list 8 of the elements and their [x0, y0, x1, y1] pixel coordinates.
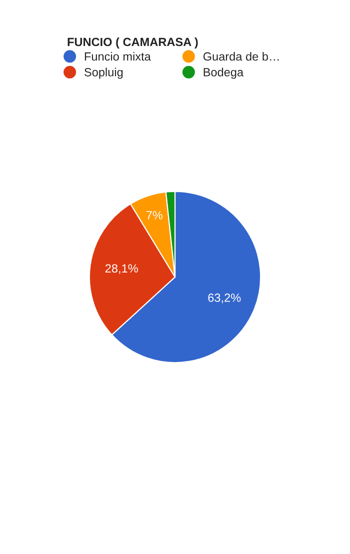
chart-title: FUNCIO ( CAMARASA ): [68, 38, 198, 48]
legend-label: Bodega: [204, 68, 244, 79]
data-label: 28,1%: [105, 264, 138, 274]
legend-label: Sopluig: [84, 68, 123, 79]
data-label: 63,2%: [208, 294, 241, 304]
data-label: 7%: [146, 211, 163, 220]
legend-label: Funcio mixta: [84, 52, 151, 61]
legend-label: Guarda de b…: [203, 52, 279, 61]
